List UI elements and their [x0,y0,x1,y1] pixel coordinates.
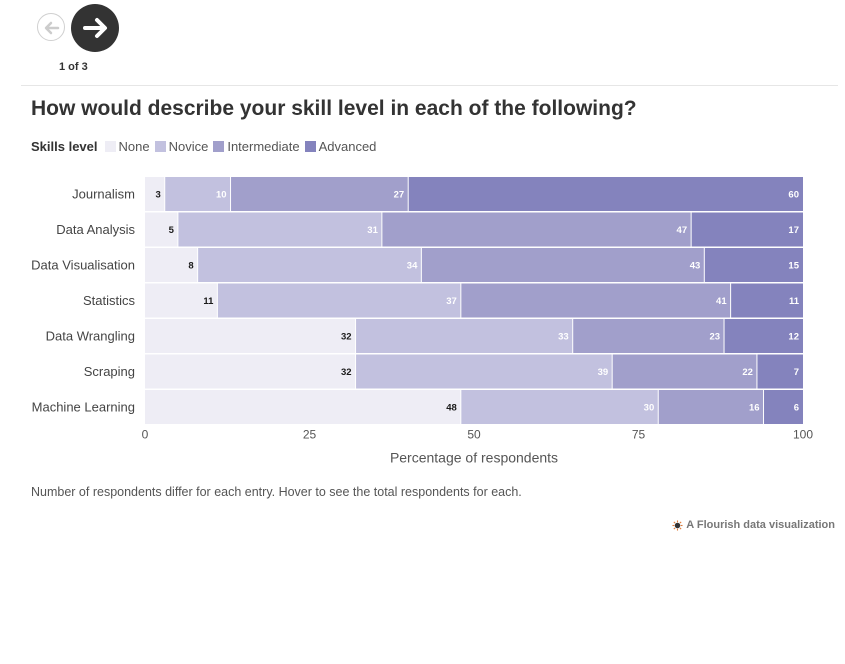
category-label-data-wrangling: Data Wrangling [46,329,135,344]
x-axis-title: Percentage of respondents [390,450,558,466]
legend-item-none[interactable]: None [104,139,150,154]
data-label-statistics-none: 11 [203,296,214,307]
bar-data-visualisation-advanced [704,248,803,282]
category-label-journalism: Journalism [72,187,135,202]
bar-statistics-none [145,283,218,318]
next-slide-button[interactable] [71,4,119,52]
bar-data-analysis-novice [177,212,382,247]
x-tick-label-100: 100 [793,428,813,442]
legend-label-intermediate: Intermediate [227,139,300,154]
data-label-statistics-novice: 37 [446,296,457,307]
legend-title: Skills level [31,139,98,154]
data-label-machine-learning-none: 48 [446,403,457,414]
bar-journalism-intermediate [230,177,409,211]
legend-item-intermediate[interactable]: Intermediate [213,139,300,154]
legend-swatch-none [104,141,116,152]
header-divider [21,85,838,86]
category-label-scraping: Scraping [84,364,135,379]
data-label-data-visualisation-none: 8 [188,261,193,272]
data-label-data-visualisation-advanced: 15 [788,261,799,272]
data-label-data-analysis-advanced: 17 [788,225,799,236]
data-label-statistics-intermediate: 41 [716,296,727,307]
legend-swatch-intermediate [213,141,225,152]
data-label-statistics-advanced: 11 [789,296,800,307]
data-label-data-wrangling-novice: 33 [558,332,569,343]
chart-legend: Skills level None Novice Intermediate Ad… [31,139,381,154]
x-tick-label-75: 75 [632,428,646,442]
bar-data-analysis-intermediate [381,212,692,247]
bar-data-visualisation-none [145,248,198,282]
page-indicator: 1 of 3 [59,61,88,73]
bar-data-wrangling-advanced [724,319,803,353]
legend-item-advanced[interactable]: Advanced [304,139,377,154]
bar-data-visualisation-intermediate [421,248,705,282]
legend-label-advanced: Advanced [318,139,377,154]
data-label-journalism-novice: 10 [216,190,227,201]
previous-slide-button[interactable] [37,13,65,41]
slide-navigation: 1 of 3 [0,0,845,86]
bar-journalism-none [145,177,165,211]
category-label-statistics: Statistics [83,293,136,308]
bar-statistics-intermediate [460,283,731,318]
bar-machine-learning-advanced [763,390,803,424]
bar-data-wrangling-novice [355,319,573,353]
data-label-scraping-intermediate: 22 [742,367,753,378]
data-label-data-visualisation-intermediate: 43 [690,261,701,272]
legend-swatch-novice [154,141,166,152]
x-tick-label-25: 25 [303,428,317,442]
bar-data-analysis-none [145,212,178,247]
data-label-machine-learning-intermediate: 16 [749,403,760,414]
category-label-data-visualisation: Data Visualisation [31,258,135,273]
arrow-left-icon [44,21,60,35]
legend-label-none: None [118,139,150,154]
legend-item-novice[interactable]: Novice [154,139,209,154]
bar-scraping-novice [355,354,613,389]
bar-statistics-novice [217,283,461,318]
data-label-data-visualisation-novice: 34 [407,261,418,272]
data-label-scraping-none: 32 [341,367,352,378]
bar-data-analysis-advanced [691,212,803,247]
bar-journalism-advanced [408,177,803,211]
x-tick-label-50: 50 [467,428,481,442]
bar-scraping-intermediate [612,354,757,389]
bar-machine-learning-none [145,390,461,424]
bar-data-wrangling-intermediate [572,319,725,353]
bar-scraping-none [145,354,356,389]
legend-label-novice: Novice [168,139,209,154]
data-label-data-wrangling-none: 32 [341,332,352,343]
category-label-machine-learning: Machine Learning [32,400,135,415]
data-label-data-analysis-novice: 31 [367,225,378,236]
legend-swatch-advanced [304,141,316,152]
data-label-data-analysis-intermediate: 47 [677,225,688,236]
chart-title: How would describe your skill level in e… [31,97,637,120]
data-label-data-analysis-none: 5 [169,225,175,236]
bar-machine-learning-novice [460,390,659,424]
attribution-text: A Flourish data visualization [686,519,835,531]
data-label-machine-learning-novice: 30 [644,403,655,414]
data-label-journalism-none: 3 [155,190,160,201]
data-label-scraping-novice: 39 [598,367,609,378]
data-label-journalism-advanced: 60 [788,190,799,201]
data-label-machine-learning-advanced: 6 [794,403,799,414]
bar-journalism-novice [164,177,231,211]
bar-statistics-advanced [730,283,803,318]
data-label-journalism-intermediate: 27 [394,190,405,201]
bar-data-wrangling-none [145,319,356,353]
bar-machine-learning-intermediate [658,390,764,424]
x-tick-label-0: 0 [142,428,149,442]
arrow-right-icon [83,18,107,38]
flourish-attribution-link[interactable]: A Flourish data visualization [672,519,835,531]
data-label-data-wrangling-intermediate: 23 [709,332,720,343]
data-label-data-wrangling-advanced: 12 [788,332,799,343]
bar-scraping-advanced [756,354,803,389]
bar-data-visualisation-novice [197,248,422,282]
category-label-data-analysis: Data Analysis [56,222,135,237]
flourish-logo-icon [672,519,683,531]
chart-footnote: Number of respondents differ for each en… [31,485,522,499]
data-label-scraping-advanced: 7 [794,367,799,378]
